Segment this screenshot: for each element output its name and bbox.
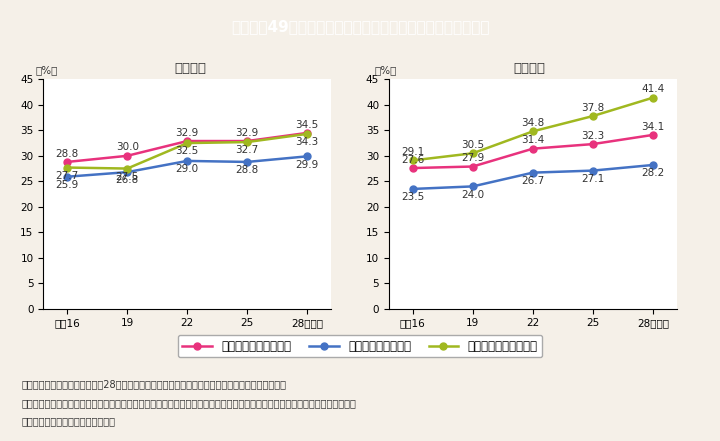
Text: 37.8: 37.8 xyxy=(581,103,604,113)
Text: 32.3: 32.3 xyxy=(581,131,604,141)
Text: 27.9: 27.9 xyxy=(462,153,485,163)
Text: 27.7: 27.7 xyxy=(55,171,78,181)
Text: ２．非正規の職員・従業員は，パート，アルバイト，労働者派遣事業所の派遣社員，契約社員，嘱託，その他の合計。: ２．非正規の職員・従業員は，パート，アルバイト，労働者派遣事業所の派遣社員，契約… xyxy=(22,398,356,408)
Text: ＜男性＞: ＜男性＞ xyxy=(513,62,545,75)
Text: （%）: （%） xyxy=(374,66,397,75)
Text: 27.6: 27.6 xyxy=(401,155,424,165)
Text: 32.5: 32.5 xyxy=(176,146,199,157)
Text: （備考）１．厚生労働省「平成28年国民生活基礎調査」より内閣府男女共同参画局にて特別集計。: （備考）１．厚生労働省「平成28年国民生活基礎調査」より内閣府男女共同参画局にて… xyxy=(22,379,287,389)
Text: 23.5: 23.5 xyxy=(401,192,424,202)
Text: 28.8: 28.8 xyxy=(55,149,78,159)
Text: 34.3: 34.3 xyxy=(296,137,319,147)
Text: 32.9: 32.9 xyxy=(176,128,199,138)
Text: 30.0: 30.0 xyxy=(116,142,139,153)
Text: 29.9: 29.9 xyxy=(296,160,319,170)
Text: 26.7: 26.7 xyxy=(521,176,544,186)
Text: 32.7: 32.7 xyxy=(235,146,258,155)
Text: 34.5: 34.5 xyxy=(296,120,319,130)
Text: 25.9: 25.9 xyxy=(55,180,78,190)
Text: 28.2: 28.2 xyxy=(642,168,665,178)
Text: 29.1: 29.1 xyxy=(401,147,424,157)
Text: ＜女性＞: ＜女性＞ xyxy=(175,62,207,75)
Text: 27.5: 27.5 xyxy=(116,172,139,182)
Text: 41.4: 41.4 xyxy=(642,84,665,94)
Text: 30.5: 30.5 xyxy=(462,140,485,150)
Text: 34.1: 34.1 xyxy=(642,122,665,131)
Text: ３．年齢不詳を含む結果。: ３．年齢不詳を含む結果。 xyxy=(22,416,116,426)
Text: 34.8: 34.8 xyxy=(521,118,544,128)
Text: 24.0: 24.0 xyxy=(462,190,485,200)
Text: 27.1: 27.1 xyxy=(581,174,604,184)
Text: Ｉ－特－49図　仕事をしながら通院している者の割合の推移: Ｉ－特－49図 仕事をしながら通院している者の割合の推移 xyxy=(230,19,490,34)
Text: 26.8: 26.8 xyxy=(116,176,139,186)
Text: 32.9: 32.9 xyxy=(235,128,258,138)
Legend: 仕事あり（主に仕事）, 正規の職員・従業員, 非正規の職員・従業員: 仕事あり（主に仕事）, 正規の職員・従業員, 非正規の職員・従業員 xyxy=(178,335,542,357)
Text: 28.8: 28.8 xyxy=(235,165,258,175)
Text: 31.4: 31.4 xyxy=(521,135,544,146)
Text: 29.0: 29.0 xyxy=(176,164,199,174)
Text: （%）: （%） xyxy=(35,66,58,75)
